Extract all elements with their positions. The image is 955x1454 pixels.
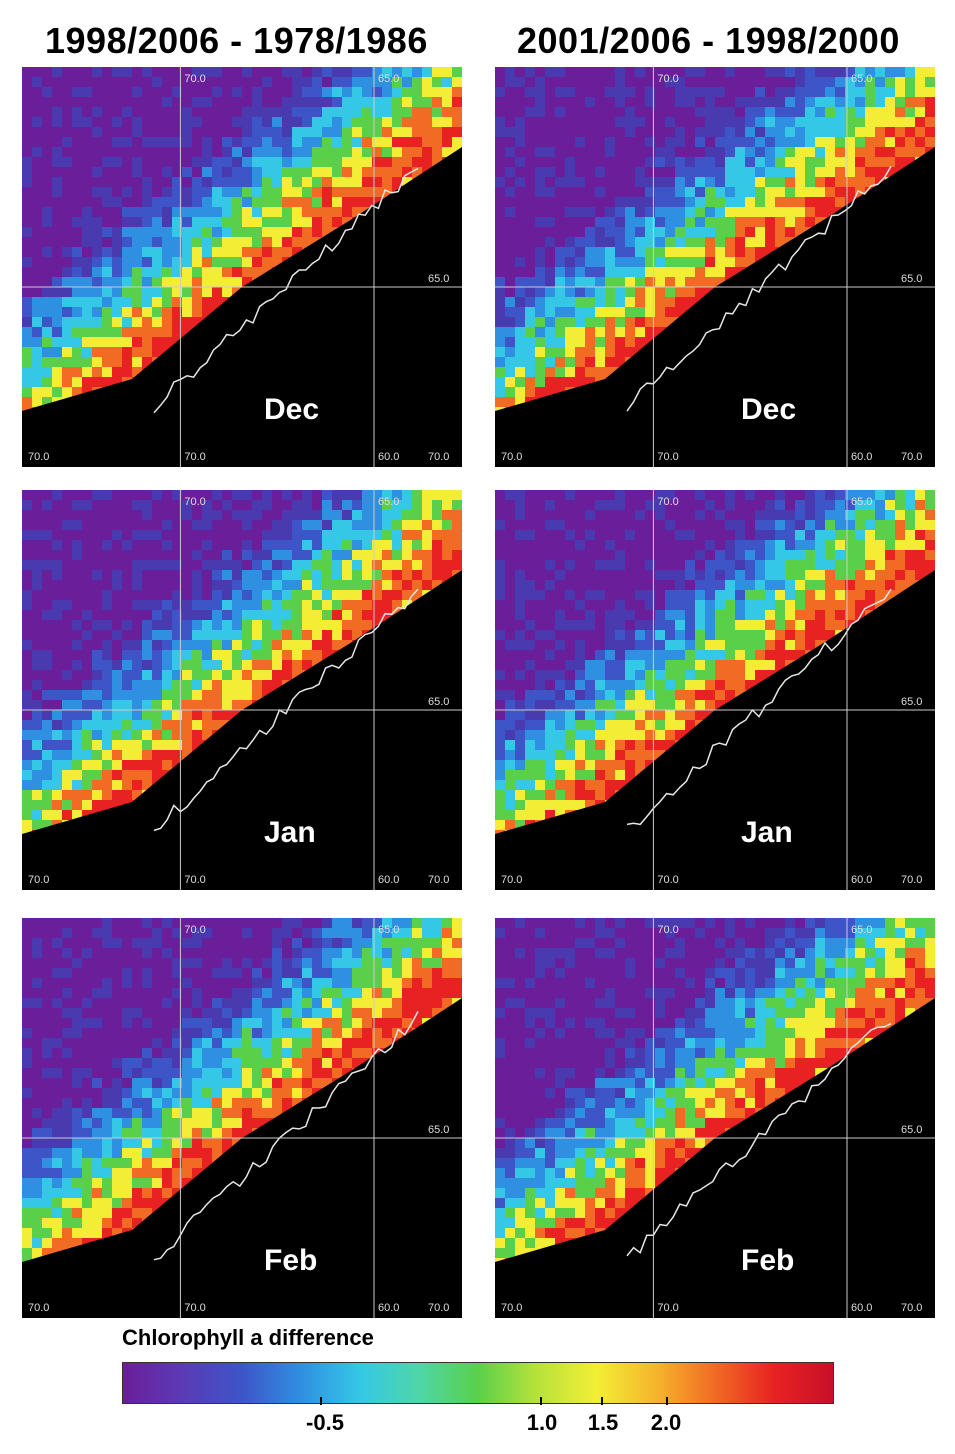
month-label-feb: Feb bbox=[731, 1240, 805, 1282]
map-graphic bbox=[22, 490, 462, 890]
coord-label-bottom-left: 70.0 bbox=[501, 874, 523, 886]
tick-label-2: 2.0 bbox=[650, 1410, 682, 1435]
tick-label-15: 1.5 bbox=[587, 1410, 619, 1435]
coord-label-bottom-mid: 70.0 bbox=[184, 1302, 206, 1314]
tick-mark-2 bbox=[666, 1397, 668, 1405]
map-graphic bbox=[495, 918, 935, 1318]
coord-label-top-right: 65.0 bbox=[851, 73, 873, 85]
month-label-jan: Jan bbox=[254, 812, 326, 854]
month-label-feb: Feb bbox=[254, 1240, 328, 1282]
coord-label-bottom-right-a: 60.0 bbox=[378, 451, 400, 463]
coord-label-mid: 65.0 bbox=[901, 696, 923, 708]
coord-label-mid: 65.0 bbox=[901, 1124, 923, 1136]
map-graphic bbox=[22, 67, 462, 467]
coord-label-top-right: 65.0 bbox=[851, 496, 873, 508]
tick-mark-15 bbox=[601, 1397, 603, 1405]
coord-label-bottom-left: 70.0 bbox=[28, 874, 50, 886]
column-title-right: 2001/2006 - 1998/2000 bbox=[517, 20, 900, 61]
month-label-jan: Jan bbox=[731, 812, 803, 854]
land-mass bbox=[22, 570, 462, 890]
tick-label-1: 1.0 bbox=[526, 1410, 558, 1435]
coord-label-bottom-right-a: 60.0 bbox=[851, 451, 873, 463]
coord-label-bottom-right-b: 70.0 bbox=[901, 874, 923, 886]
coord-label-bottom-left: 70.0 bbox=[28, 1302, 50, 1314]
land-mass bbox=[495, 570, 935, 890]
coord-label-top: 70.0 bbox=[657, 496, 679, 508]
land-mass bbox=[495, 147, 935, 467]
coord-label-top: 70.0 bbox=[657, 73, 679, 85]
coord-label-bottom-left: 70.0 bbox=[501, 451, 523, 463]
map-graphic bbox=[22, 918, 462, 1318]
coord-label-top: 70.0 bbox=[657, 924, 679, 936]
tick-mark-neg05 bbox=[320, 1397, 322, 1405]
map-graphic bbox=[495, 67, 935, 467]
coord-label-bottom-left: 70.0 bbox=[501, 1302, 523, 1314]
coord-label-bottom-right-b: 70.0 bbox=[428, 1302, 450, 1314]
map-panel-dec-right: 70.0 65.0 65.0 70.0 70.0 60.0 70.0 Dec bbox=[495, 67, 935, 467]
colorbar bbox=[122, 1362, 834, 1404]
coord-label-bottom-right-a: 60.0 bbox=[378, 874, 400, 886]
coord-label-top-right: 65.0 bbox=[378, 73, 400, 85]
map-panel-feb-left: 70.0 65.0 65.0 70.0 70.0 60.0 70.0 Feb bbox=[22, 918, 462, 1318]
coord-label-top-right: 65.0 bbox=[378, 924, 400, 936]
coord-label-mid: 65.0 bbox=[428, 696, 450, 708]
coord-label-mid: 65.0 bbox=[428, 273, 450, 285]
coord-label-bottom-right-a: 60.0 bbox=[851, 874, 873, 886]
coord-label-top: 70.0 bbox=[184, 924, 206, 936]
map-panel-jan-right: 70.0 65.0 65.0 70.0 70.0 60.0 70.0 Jan bbox=[495, 490, 935, 890]
chlorophyll-pixels bbox=[495, 918, 935, 1318]
map-panel-dec-left: 70.0 65.0 65.0 70.0 70.0 60.0 70.0 Dec bbox=[22, 67, 462, 467]
coord-label-bottom-left: 70.0 bbox=[28, 451, 50, 463]
tick-mark-1 bbox=[540, 1397, 542, 1405]
coord-label-top-right: 65.0 bbox=[378, 496, 400, 508]
coord-label-bottom-mid: 70.0 bbox=[657, 1302, 679, 1314]
map-panel-jan-left: 70.0 65.0 65.0 70.0 70.0 60.0 70.0 Jan bbox=[22, 490, 462, 890]
coord-label-bottom-mid: 70.0 bbox=[184, 451, 206, 463]
coord-label-bottom-right-b: 70.0 bbox=[901, 1302, 923, 1314]
coord-label-bottom-right-b: 70.0 bbox=[428, 451, 450, 463]
coord-label-mid: 65.0 bbox=[901, 273, 923, 285]
land-mass bbox=[22, 998, 462, 1318]
map-graphic bbox=[495, 490, 935, 890]
coord-label-top: 70.0 bbox=[184, 73, 206, 85]
month-label-dec: Dec bbox=[254, 389, 330, 431]
coord-label-bottom-right-b: 70.0 bbox=[901, 451, 923, 463]
month-label-dec: Dec bbox=[731, 389, 807, 431]
coord-label-bottom-right-a: 60.0 bbox=[378, 1302, 400, 1314]
coord-label-bottom-mid: 70.0 bbox=[657, 874, 679, 886]
map-panel-feb-right: 70.0 65.0 65.0 70.0 70.0 60.0 70.0 Feb bbox=[495, 918, 935, 1318]
chlorophyll-pixels bbox=[495, 67, 935, 467]
coord-label-top: 70.0 bbox=[184, 496, 206, 508]
coord-label-bottom-right-b: 70.0 bbox=[428, 874, 450, 886]
coord-label-mid: 65.0 bbox=[428, 1124, 450, 1136]
coord-label-bottom-right-a: 60.0 bbox=[851, 1302, 873, 1314]
legend-title: Chlorophyll a difference bbox=[122, 1325, 374, 1350]
coord-label-top-right: 65.0 bbox=[851, 924, 873, 936]
coord-label-bottom-mid: 70.0 bbox=[657, 451, 679, 463]
tick-label-neg05: -0.5 bbox=[306, 1410, 344, 1435]
column-title-left: 1998/2006 - 1978/1986 bbox=[45, 20, 428, 61]
coord-label-bottom-mid: 70.0 bbox=[184, 874, 206, 886]
